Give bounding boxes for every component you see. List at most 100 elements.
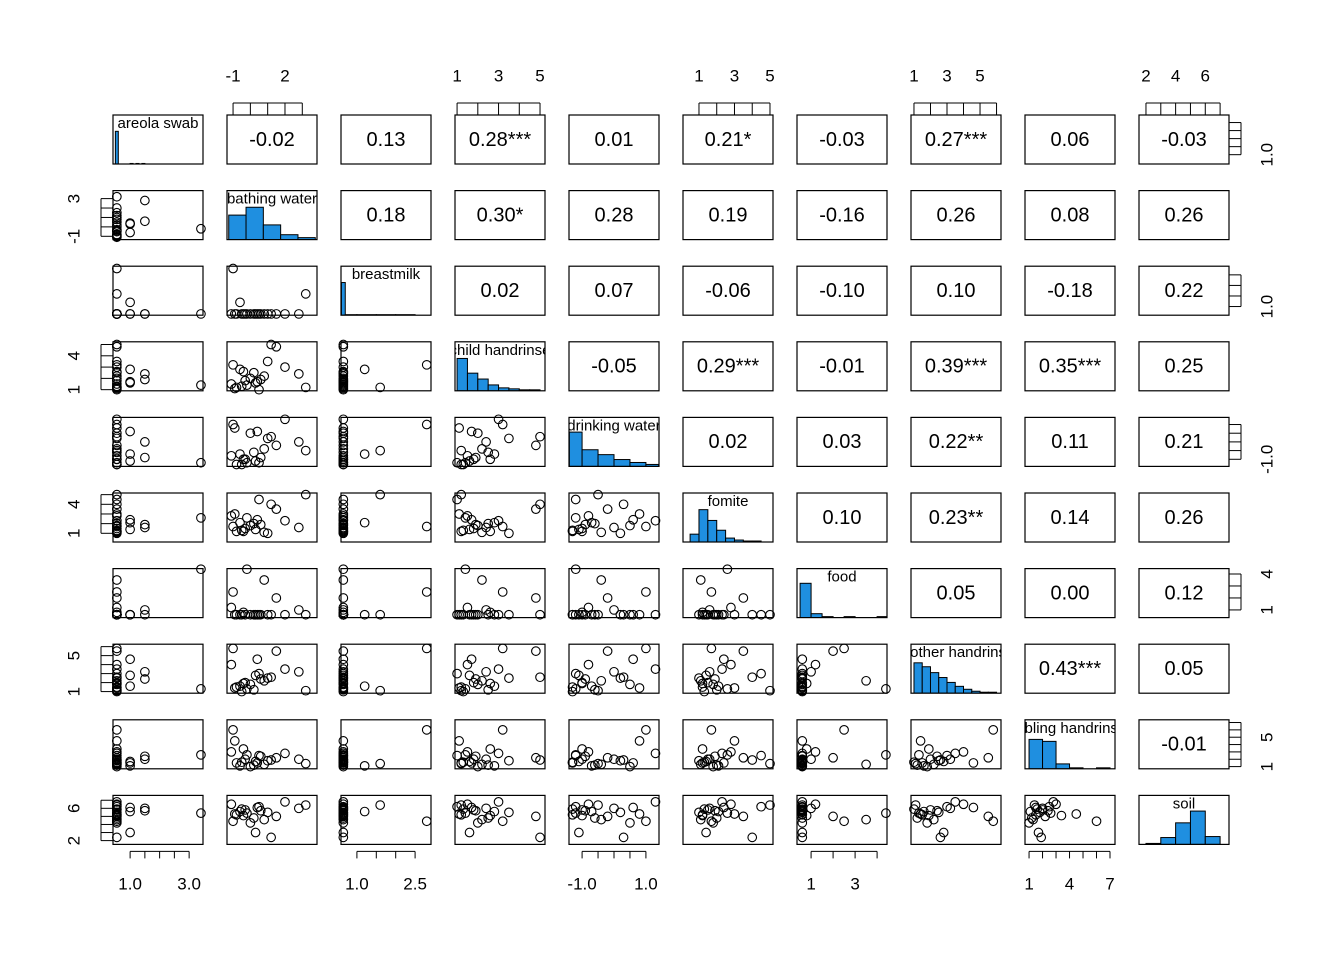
panel-frame — [226, 794, 318, 846]
scatter-point — [765, 685, 775, 696]
scatter-point — [338, 609, 349, 620]
scatter-point — [641, 725, 651, 735]
scatter-point — [586, 609, 597, 620]
panel-frame — [682, 190, 774, 241]
scatter-point — [628, 654, 638, 665]
panel-frame — [1138, 794, 1230, 846]
scatter-point — [125, 609, 135, 620]
scatter-point — [797, 751, 808, 762]
scatter-point — [694, 807, 704, 818]
scatter-point — [140, 674, 150, 684]
scatter-point — [140, 666, 150, 677]
panel-frame — [112, 265, 204, 316]
scatter-point — [254, 494, 264, 505]
scatter-point — [235, 297, 245, 308]
panel-frame — [1024, 492, 1116, 543]
scatter-point — [481, 437, 491, 447]
scatter-point — [765, 609, 775, 620]
panel-frame — [682, 265, 774, 316]
scatter-point — [271, 440, 282, 451]
panel-frame — [112, 416, 204, 467]
histogram-bar — [613, 459, 631, 467]
histogram-bar — [280, 234, 299, 240]
scatter-point — [701, 827, 711, 838]
panel-frame — [454, 794, 546, 846]
scatter-point — [125, 426, 135, 437]
scatter-point — [252, 758, 263, 768]
scatter-point — [706, 725, 717, 735]
correlation: -0.16 — [819, 204, 865, 226]
scatter-point — [466, 426, 477, 437]
scatter-point — [271, 811, 282, 822]
scatter-point — [266, 309, 276, 319]
scatter-point — [912, 760, 923, 770]
panel-frame — [340, 114, 432, 165]
scatter-point — [338, 514, 349, 525]
scatter-point — [266, 431, 276, 442]
scatter-point — [710, 805, 720, 816]
scatter-point — [236, 525, 247, 536]
scatter-point — [456, 758, 467, 769]
panel-frame — [796, 265, 888, 316]
scatter-point — [338, 499, 349, 510]
panel-frame — [1024, 643, 1116, 694]
panel-frame — [340, 492, 432, 543]
scatter-point — [577, 526, 587, 537]
scatter-point — [359, 806, 370, 817]
scatter-point — [229, 683, 240, 693]
scatter-point — [125, 670, 135, 681]
scatter-point — [923, 744, 934, 754]
scatter-point — [338, 802, 349, 813]
scatter-point — [983, 752, 994, 763]
scatter-point — [933, 807, 944, 818]
panel — [567, 719, 661, 772]
panel: 0.06 — [1024, 114, 1116, 165]
histogram-bar — [921, 666, 931, 694]
scatter-point — [196, 309, 206, 319]
x-tick-label: 3 — [850, 874, 859, 893]
scatter-point — [797, 827, 808, 838]
panel-frame — [226, 114, 318, 165]
scatter-point — [359, 761, 370, 771]
histogram-bar — [569, 431, 583, 467]
panel — [338, 564, 432, 620]
correlation: -0.18 — [1047, 280, 1093, 302]
scatter-point — [466, 758, 477, 768]
scatter-point — [359, 364, 370, 375]
scatter-point — [196, 223, 206, 234]
scatter-point — [300, 800, 311, 810]
scatter-point — [464, 524, 475, 535]
scatter-point — [338, 593, 349, 603]
scatter-point — [262, 609, 273, 620]
panel-frame — [1138, 492, 1230, 543]
scatter-point — [711, 813, 722, 823]
scatter-point — [238, 744, 249, 754]
panel-frame — [682, 719, 774, 770]
correlation: 0.43*** — [1039, 658, 1101, 680]
scatter-point — [586, 806, 597, 817]
panel-frame — [568, 492, 660, 543]
scatter-point — [729, 809, 740, 819]
scatter-point — [797, 685, 808, 696]
scatter-point — [229, 609, 240, 620]
x-tick-label: -1 — [225, 66, 240, 85]
scatter-point — [293, 605, 304, 615]
scatter-point — [140, 609, 150, 620]
correlation: 0.29*** — [697, 356, 759, 378]
scatter-point — [196, 749, 206, 760]
panel — [682, 794, 775, 846]
scatter-point — [280, 362, 290, 372]
correlation: -0.01 — [819, 356, 865, 378]
scatter-point — [470, 674, 481, 684]
scatter-point — [238, 366, 249, 377]
x-tick-label: 5 — [975, 66, 984, 85]
scatter-point — [470, 609, 481, 620]
panel: child handrinse — [454, 341, 546, 392]
x-tick-label: 3 — [730, 66, 739, 85]
panel-frame — [340, 341, 432, 392]
panel-frame — [1138, 114, 1230, 165]
scatter-point — [293, 754, 304, 765]
scatter-point — [460, 749, 471, 760]
correlation: -0.06 — [705, 280, 751, 302]
scatter-point — [196, 457, 206, 468]
